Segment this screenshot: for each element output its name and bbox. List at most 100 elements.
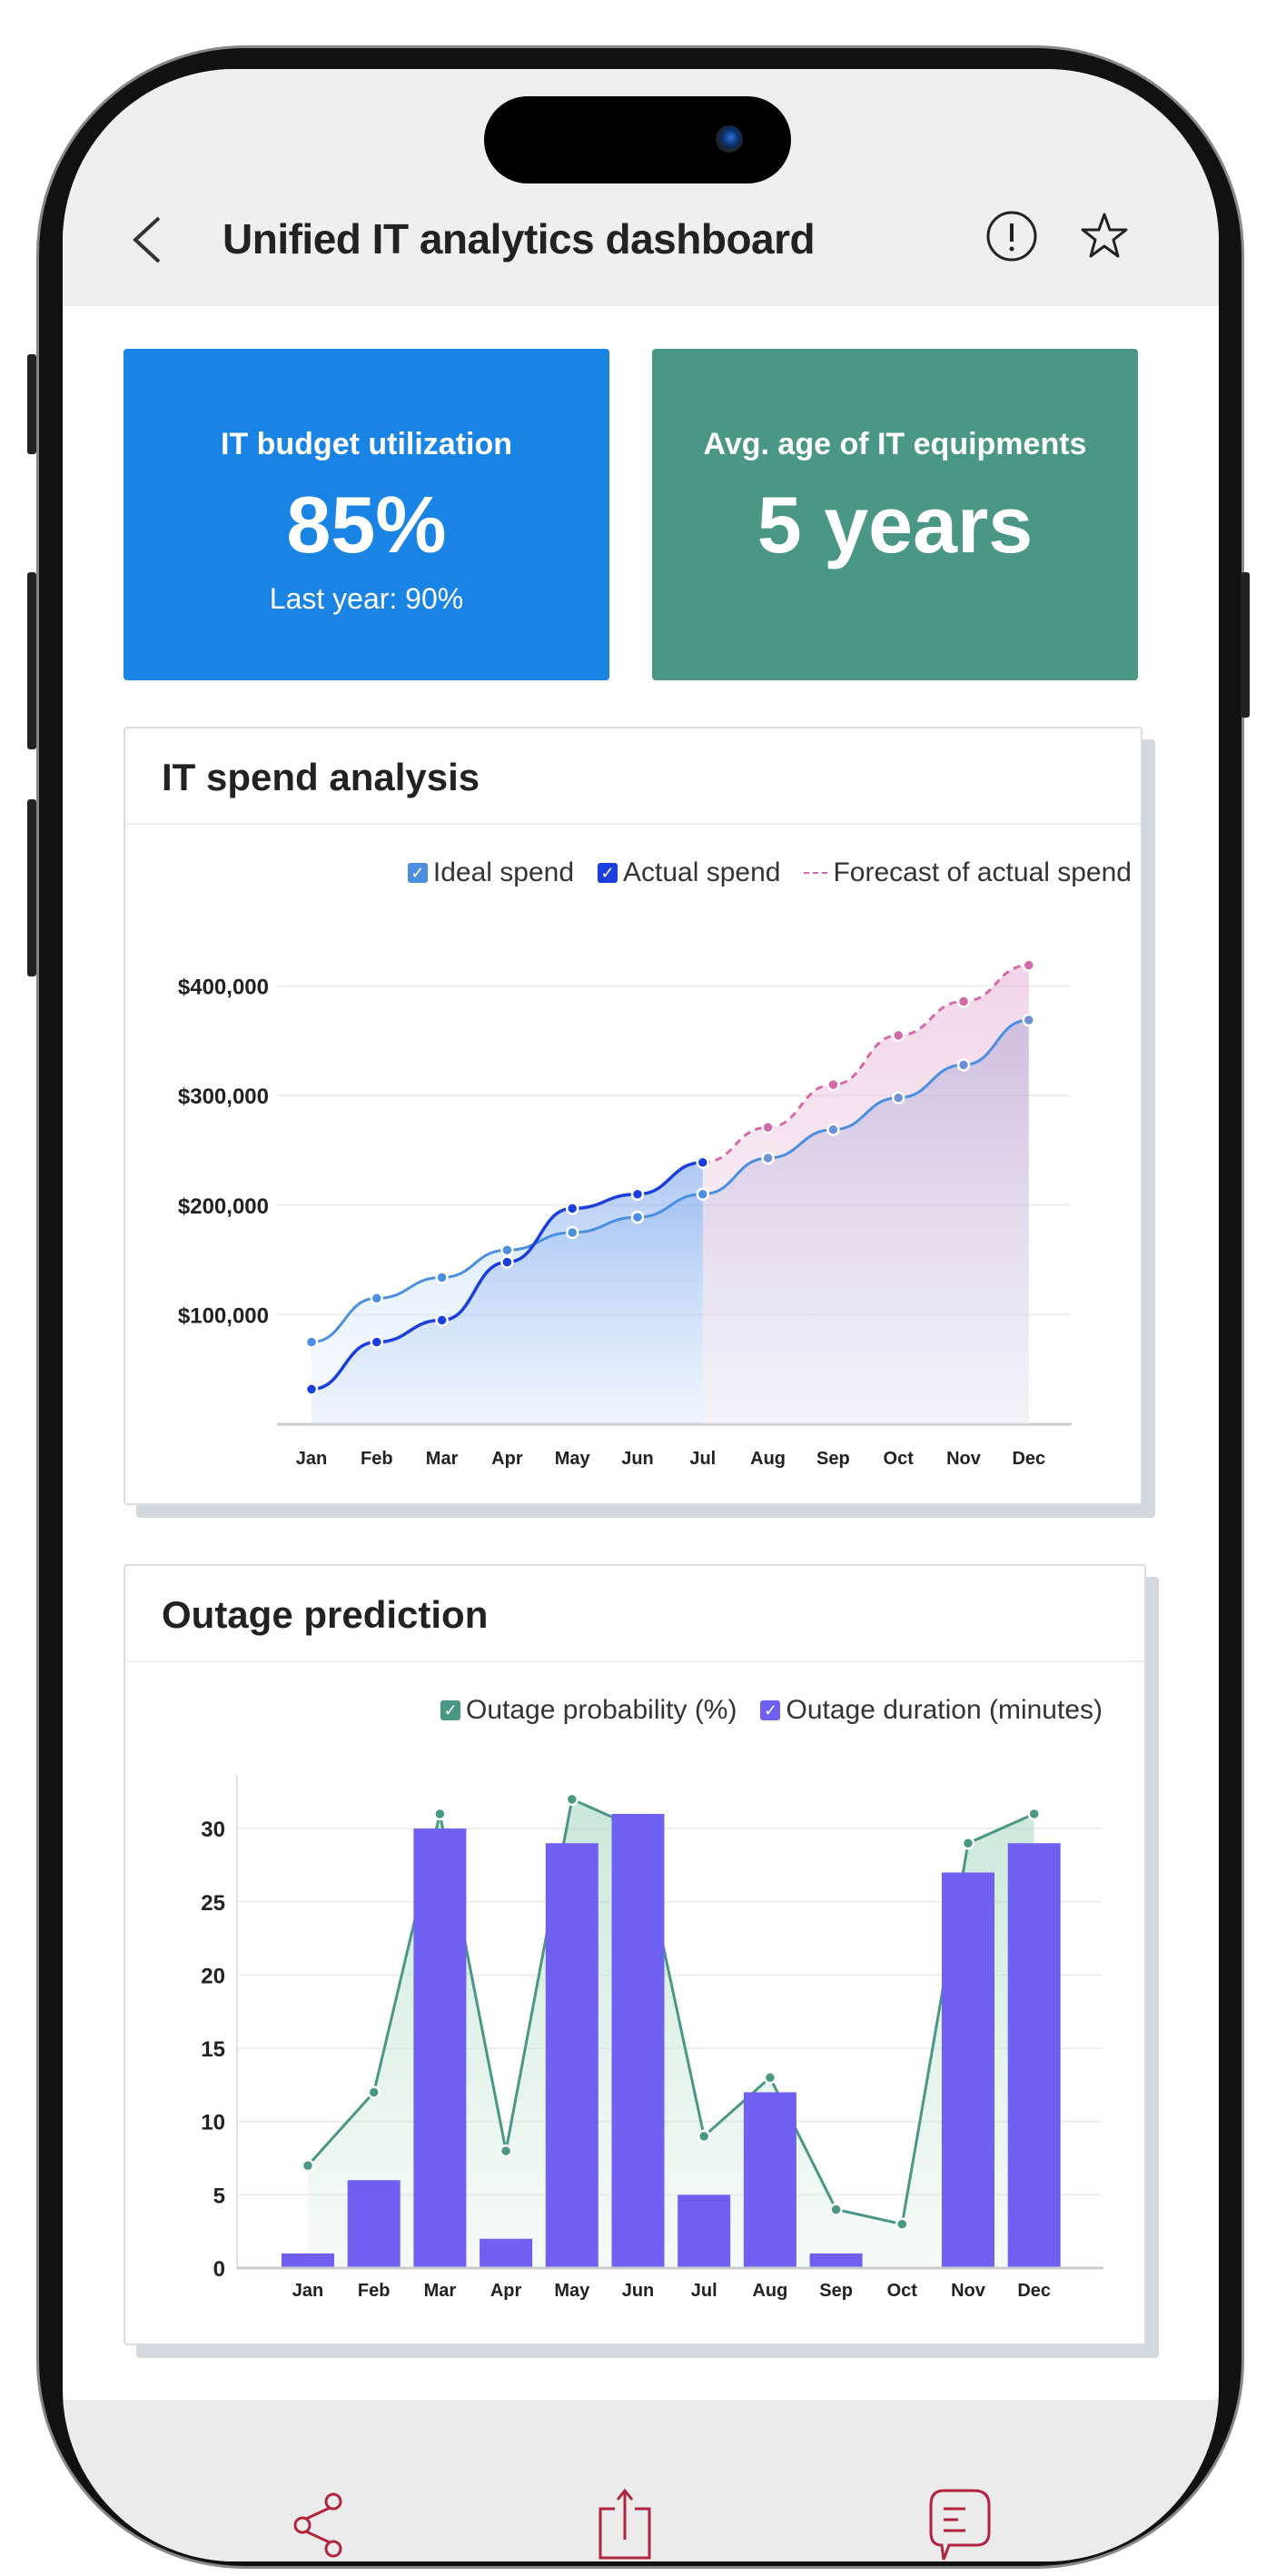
- legend-item-forecast[interactable]: Forecast of actual spend: [804, 857, 1132, 888]
- x-tick-label: Mar: [426, 1449, 459, 1469]
- y-tick-label: 25: [201, 1891, 225, 1916]
- forecast-point: [761, 1120, 775, 1134]
- legend-item-probability[interactable]: ✓ Outage probability (%): [440, 1695, 737, 1726]
- y-tick-label: 5: [213, 2184, 225, 2208]
- ideal-point: [630, 1210, 645, 1224]
- legend-item-actual[interactable]: ✓ Actual spend: [598, 857, 780, 888]
- ideal-point: [761, 1151, 775, 1165]
- legend-label: Forecast of actual spend: [833, 857, 1132, 887]
- x-tick-label: May: [554, 2281, 590, 2301]
- panel-title: IT spend analysis: [162, 756, 480, 798]
- duration-bar: [809, 2253, 863, 2268]
- y-tick-label: $200,000: [178, 1194, 269, 1219]
- chevron-left-icon[interactable]: [124, 213, 170, 267]
- camera-icon: [716, 125, 743, 153]
- checkbox-icon: ✓: [598, 863, 618, 883]
- checkbox-icon: ✓: [407, 863, 428, 883]
- forecast-point: [1022, 958, 1036, 972]
- divider: [125, 1660, 1144, 1662]
- legend-label: Ideal spend: [432, 857, 575, 887]
- x-tick-label: Dec: [1017, 2281, 1051, 2301]
- y-tick-label: 30: [201, 1818, 225, 1842]
- x-tick-label: Jul: [691, 2281, 717, 2301]
- duration-bar: [743, 2092, 796, 2268]
- kpi-subtext: Last year: 90%: [269, 582, 464, 615]
- duration-bar: [282, 2253, 334, 2268]
- actual-point: [630, 1187, 645, 1201]
- probability-point: [697, 2129, 711, 2144]
- forecast-line: [702, 964, 1029, 1164]
- probability-point: [829, 2203, 843, 2216]
- spend-analysis-panel: IT spend analysis ✓ Ideal spend ✓ Actual s…: [124, 727, 1142, 1505]
- dynamic-island: [484, 96, 791, 183]
- actual-point: [500, 1255, 514, 1269]
- panel-title: Outage prediction: [162, 1593, 489, 1636]
- legend-label: Actual spend: [623, 857, 781, 887]
- ideal-point: [1022, 1013, 1036, 1027]
- actual-point: [696, 1155, 710, 1170]
- kpi-card-equipment-age[interactable]: Avg. age of IT equipments 5 years: [652, 349, 1138, 680]
- outage-prediction-panel: Outage prediction ✓ Outage probability (%…: [124, 1564, 1146, 2345]
- bottom-toolbar: [63, 2400, 1219, 2561]
- duration-bar: [942, 1872, 994, 2268]
- duration-bar: [678, 2195, 731, 2268]
- ideal-point: [891, 1091, 905, 1105]
- info-circle-icon[interactable]: [984, 209, 1039, 263]
- ideal-area-future: [702, 1019, 1029, 1424]
- y-tick-label: $100,000: [178, 1303, 269, 1328]
- probability-area: [308, 1798, 1034, 2268]
- chart-legend: ✓ Outage probability (%) ✓ Outage duration…: [440, 1695, 1103, 1726]
- actual-point: [370, 1335, 384, 1349]
- forecast-point: [891, 1028, 905, 1043]
- checkbox-icon: ✓: [440, 1700, 460, 1720]
- kpi-label: IT budget utilization: [220, 427, 513, 461]
- phone-button: [27, 354, 36, 454]
- duration-bar: [480, 2238, 533, 2268]
- x-tick-label: Mar: [424, 2281, 457, 2301]
- ideal-point: [565, 1225, 579, 1240]
- y-tick-label: 15: [201, 2037, 225, 2062]
- ideal-point: [826, 1123, 840, 1136]
- y-tick-label: 0: [213, 2257, 225, 2282]
- legend-item-duration[interactable]: ✓ Outage duration (minutes): [760, 1695, 1103, 1726]
- probability-point: [565, 1792, 579, 1807]
- kpi-value: 85%: [286, 480, 447, 570]
- x-tick-label: Sep: [819, 2281, 853, 2301]
- probability-point: [433, 1807, 447, 1821]
- share-icon[interactable]: [290, 2491, 353, 2560]
- duration-bar: [545, 1843, 598, 2268]
- chart-legend: ✓ Ideal spend ✓ Actual spend Forecast of a…: [407, 857, 1132, 888]
- duration-bar: [413, 1828, 467, 2268]
- actual-point: [435, 1313, 449, 1327]
- duration-bar: [611, 1813, 665, 2268]
- phone-button: [27, 572, 36, 749]
- x-tick-label: Jun: [622, 2281, 655, 2301]
- x-tick-label: Oct: [887, 2281, 918, 2301]
- kpi-card-budget[interactable]: IT budget utilization 85% Last year: 90%: [124, 349, 609, 680]
- duration-bar: [1007, 1843, 1061, 2268]
- checkbox-icon: ✓: [760, 1700, 781, 1720]
- x-tick-label: Apr: [490, 2281, 522, 2301]
- phone-button: [1241, 572, 1250, 718]
- probability-point: [763, 2071, 777, 2085]
- legend-item-ideal[interactable]: ✓ Ideal spend: [407, 857, 575, 888]
- ideal-point: [500, 1243, 514, 1257]
- x-tick-label: Sep: [816, 1449, 850, 1469]
- x-tick-label: Jul: [689, 1449, 716, 1469]
- y-tick-label: $400,000: [178, 976, 269, 1000]
- outage-chart: 0 5 10 15 20 25 30 Jan Feb Mar Apr May Jun Jul Aug Sep O…: [201, 1775, 1103, 2301]
- legend-label: Outage probability (%): [466, 1695, 737, 1725]
- y-tick-label: 10: [201, 2111, 225, 2135]
- x-tick-label: Nov: [946, 1449, 982, 1469]
- x-tick-label: Nov: [951, 2281, 986, 2301]
- screen: Unified IT analytics dashboard IT budget…: [63, 69, 1219, 2561]
- comment-icon[interactable]: [925, 2487, 994, 2561]
- ideal-point: [370, 1292, 384, 1305]
- actual-point: [304, 1382, 319, 1396]
- forecast-point: [826, 1077, 840, 1092]
- probability-point: [499, 2144, 513, 2158]
- export-icon[interactable]: [593, 2487, 657, 2561]
- star-icon[interactable]: [1077, 209, 1132, 263]
- y-tick-label: 20: [201, 1964, 225, 1988]
- kpi-label: Avg. age of IT equipments: [703, 427, 1087, 461]
